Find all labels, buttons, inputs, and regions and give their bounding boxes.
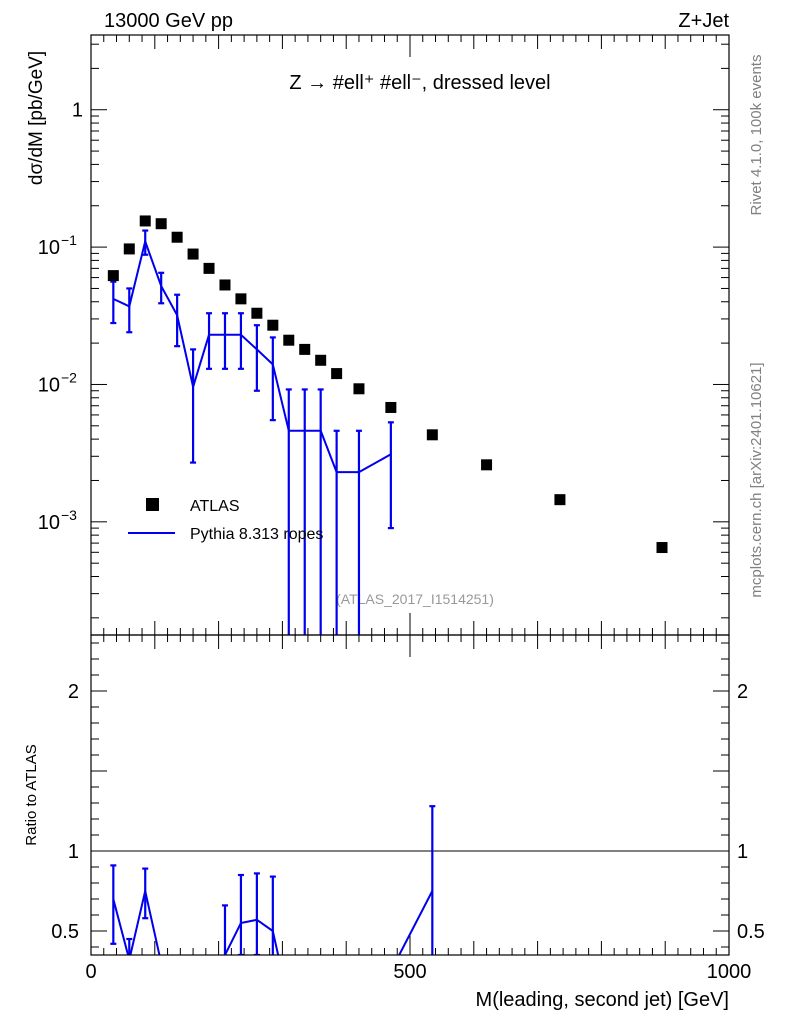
- atlas-data-point: [299, 343, 311, 355]
- ratio-plot-marks: [110, 805, 436, 955]
- atlas-data-point: [139, 215, 151, 227]
- atlas-data-point: [187, 248, 199, 260]
- ratio-y-tick-label-right: 2: [737, 681, 748, 703]
- legend-pythia-label: Pythia 8.313 ropes: [190, 526, 323, 543]
- atlas-data-point: [315, 354, 327, 366]
- ratio-y-tick-label-left: 0.5: [51, 921, 79, 943]
- ratio-y-tick-label-right: 0.5: [737, 921, 765, 943]
- side-label-top: Rivet 4.1.0, 100k events: [748, 55, 765, 216]
- atlas-data-point: [107, 270, 119, 282]
- atlas-data-point: [656, 542, 668, 554]
- ratio-plot-frame: [90, 634, 730, 956]
- atlas-data-point: [554, 494, 566, 506]
- ratio-y-tick-label-left: 1: [68, 841, 79, 863]
- legend-atlas-marker: [146, 498, 159, 511]
- header-right: Z+Jet: [678, 10, 729, 32]
- atlas-data-point: [385, 401, 397, 413]
- legend: ATLAS Pythia 8.313 ropes: [128, 498, 323, 543]
- atlas-data-point: [235, 293, 247, 305]
- atlas-data-point: [267, 319, 279, 331]
- main-y-tick-exponent: −3: [61, 507, 77, 523]
- ratio-y-axis-label: Ratio to ATLAS: [23, 744, 40, 845]
- atlas-data-point: [171, 231, 183, 243]
- analysis-watermark: (ATLAS_2017_I1514251): [336, 591, 494, 607]
- atlas-data-point: [426, 429, 438, 441]
- atlas-data-point: [219, 279, 231, 291]
- main-title: Z → #ell⁺ #ell⁻, dressed level: [289, 72, 550, 94]
- x-tick-label: 1000: [707, 961, 752, 983]
- main-plot-marks: [107, 215, 668, 635]
- x-tick-label: 500: [393, 961, 426, 983]
- main-y-tick-label: 10: [38, 237, 60, 259]
- ratio-y-tick-label-left: 2: [68, 681, 79, 703]
- main-plot-frame: [90, 34, 730, 636]
- legend-atlas-label: ATLAS: [190, 498, 240, 515]
- atlas-data-point: [331, 368, 343, 380]
- atlas-data-point: [123, 243, 135, 255]
- main-y-axis-label: dσ/dM [pb/GeV]: [26, 51, 47, 185]
- main-y-tick-exponent: −1: [61, 232, 77, 248]
- x-tick-label: 0: [85, 961, 96, 983]
- header-left: 13000 GeV pp: [104, 10, 233, 32]
- main-y-tick-exponent: −2: [61, 369, 77, 385]
- x-axis-label: M(leading, second jet) [GeV]: [476, 989, 729, 1011]
- atlas-data-point: [283, 334, 295, 346]
- atlas-data-point: [353, 383, 365, 395]
- atlas-data-point: [251, 307, 263, 319]
- atlas-data-point: [155, 218, 167, 230]
- main-y-tick-label: 10: [38, 374, 60, 396]
- atlas-data-point: [203, 262, 215, 274]
- main-y-tick-label: 10: [38, 512, 60, 534]
- atlas-data-point: [481, 459, 493, 471]
- pythia-line: [112, 237, 392, 474]
- axis-ticks: [90, 35, 730, 955]
- ratio-line: [112, 890, 434, 955]
- main-y-tick-label: 1: [72, 100, 83, 122]
- ratio-y-tick-label-right: 1: [737, 841, 748, 863]
- side-label-bottom: mcplots.cern.ch [arXiv:2401.10621]: [748, 362, 765, 597]
